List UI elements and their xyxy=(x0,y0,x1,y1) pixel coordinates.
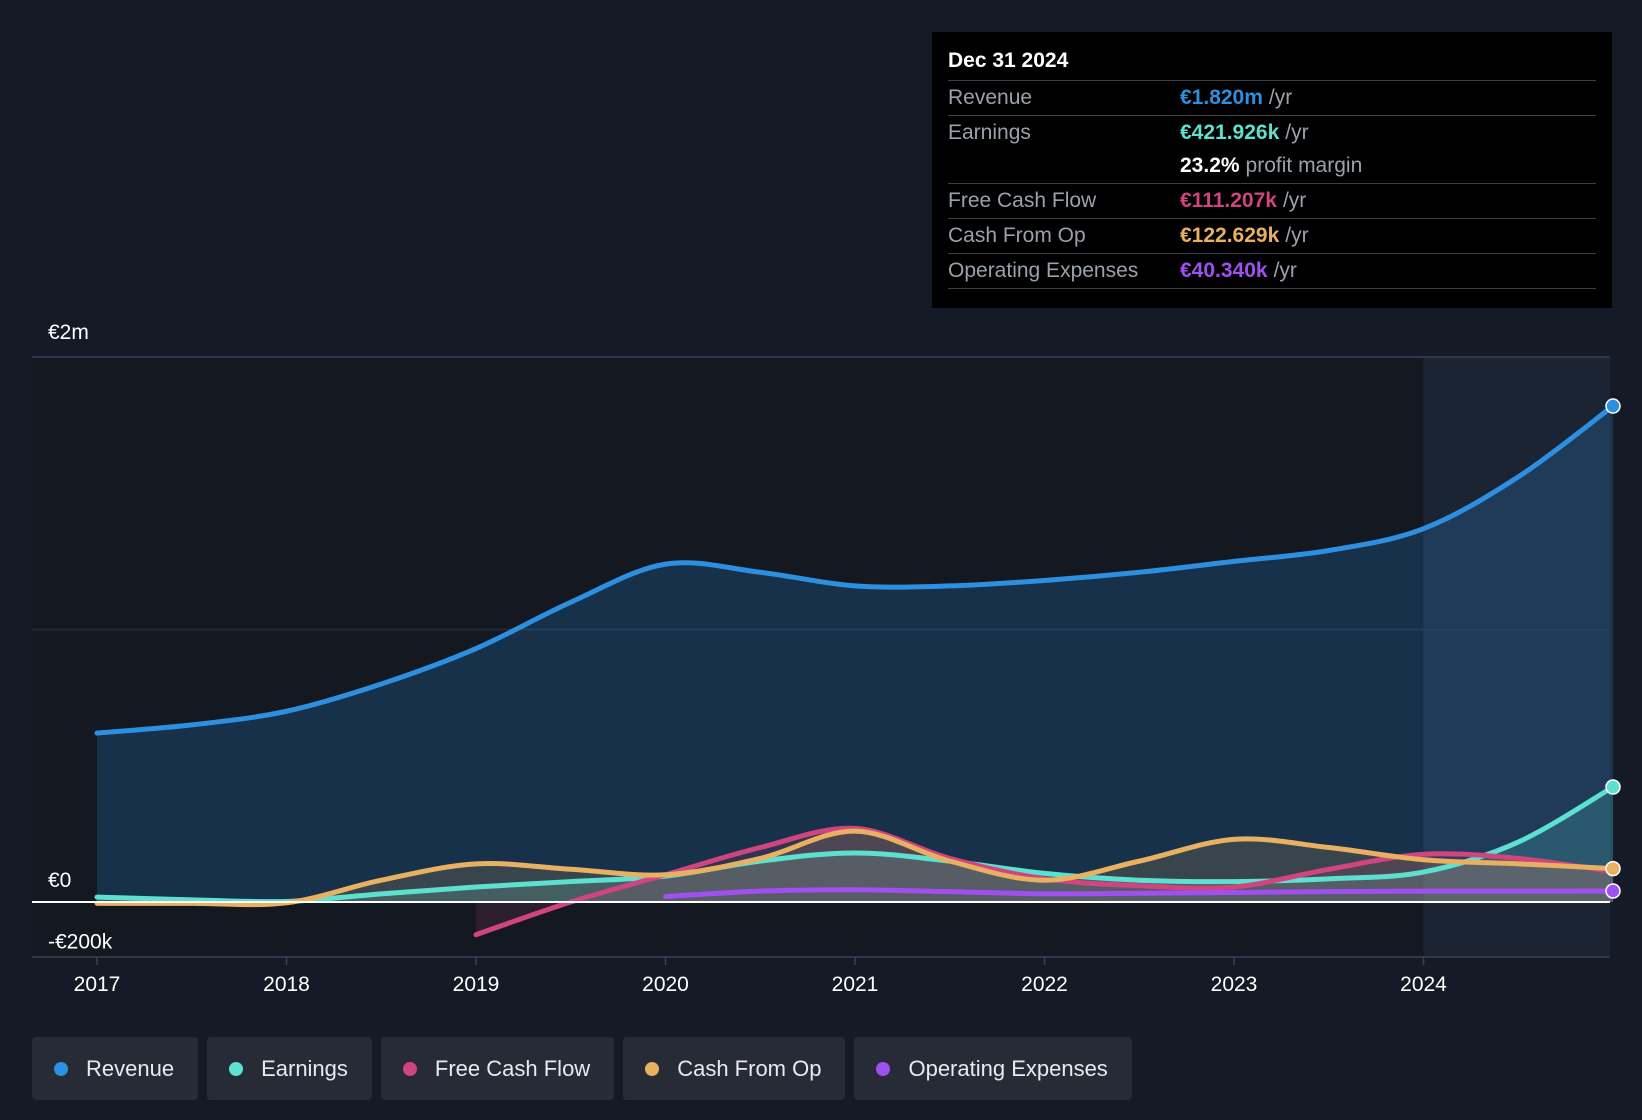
y-tick-label-bottom: -€200k xyxy=(48,931,113,954)
profit-margin-value: 23.2% xyxy=(1180,154,1240,177)
tooltip-row-opex: Operating Expenses €40.340k /yr xyxy=(948,254,1596,289)
y-tick-label-top: €2m xyxy=(48,321,89,344)
x-tick-label: 2020 xyxy=(642,973,689,996)
legend-item-earnings[interactable]: Earnings xyxy=(207,1037,372,1100)
marker-operating-expenses[interactable] xyxy=(1605,883,1621,899)
x-tick-label: 2023 xyxy=(1211,973,1258,996)
tooltip-unit: /yr xyxy=(1268,86,1293,109)
x-tick-label: 2019 xyxy=(453,973,500,996)
line-cash-from-op xyxy=(94,828,1616,908)
line-revenue xyxy=(94,403,1616,736)
tooltip-label: Cash From Op xyxy=(948,224,1086,247)
y-axis-labels: €2m €0 -€200k xyxy=(48,321,113,954)
tooltip-value: €111.207k xyxy=(1180,189,1277,212)
tooltip-label: Free Cash Flow xyxy=(948,189,1097,212)
x-tick-label: 2024 xyxy=(1400,973,1447,996)
line-earnings xyxy=(94,784,1616,905)
legend-item-operating-expenses[interactable]: Operating Expenses xyxy=(854,1037,1132,1100)
legend: Revenue Earnings Free Cash Flow Cash Fro… xyxy=(32,1037,1132,1100)
tooltip-unit: /yr xyxy=(1282,189,1307,212)
legend-label: Operating Expenses xyxy=(908,1055,1108,1081)
legend-label: Earnings xyxy=(261,1055,348,1081)
tooltip-value: €1.820m xyxy=(1180,86,1263,109)
x-axis-labels: 2017 2018 2019 2020 2021 2022 2023 2024 xyxy=(74,957,1447,996)
end-markers xyxy=(32,398,1621,903)
legend-dot-icon xyxy=(229,1061,244,1076)
x-tick-label: 2018 xyxy=(263,973,310,996)
legend-item-revenue[interactable]: Revenue xyxy=(32,1037,199,1100)
tooltip-label-empty xyxy=(948,149,1180,183)
legend-label: Revenue xyxy=(86,1055,175,1081)
tooltip-row-earnings: Earnings €421.926k /yr xyxy=(948,116,1596,149)
tooltip-row-revenue: Revenue €1.820m /yr xyxy=(948,81,1596,116)
x-tick-label: 2022 xyxy=(1021,973,1068,996)
marker-earnings[interactable] xyxy=(1605,779,1621,795)
legend-item-cash-from-op[interactable]: Cash From Op xyxy=(623,1037,846,1100)
x-tick-label: 2021 xyxy=(832,973,879,996)
series-lines xyxy=(94,403,1616,938)
tooltip-panel: Dec 31 2024 Revenue €1.820m /yr Earnings… xyxy=(932,32,1612,308)
legend-dot-icon xyxy=(645,1061,660,1076)
marker-cash-from-op[interactable] xyxy=(1605,860,1621,877)
tooltip-row-margin: 23.2% profit margin xyxy=(948,149,1596,184)
tooltip-row-cfo: Cash From Op €122.629k /yr xyxy=(948,219,1596,254)
line-operating-expenses xyxy=(663,887,1616,900)
legend-dot-icon xyxy=(876,1061,891,1076)
marker-revenue[interactable] xyxy=(1605,398,1621,414)
tooltip-date: Dec 31 2024 xyxy=(948,46,1596,81)
legend-dot-icon xyxy=(402,1061,417,1076)
tooltip-unit: /yr xyxy=(1285,224,1309,247)
grid-lines xyxy=(32,356,1610,958)
tooltip-label: Operating Expenses xyxy=(948,259,1139,282)
area-revenue xyxy=(97,406,1613,902)
legend-item-free-cash-flow[interactable]: Free Cash Flow xyxy=(380,1037,615,1100)
tooltip-value: €421.926k xyxy=(1180,121,1280,144)
legend-label: Cash From Op xyxy=(677,1055,822,1081)
legend-dot-icon xyxy=(54,1061,68,1076)
profit-margin-label: profit margin xyxy=(1245,154,1363,177)
tooltip-value: €122.629k xyxy=(1180,224,1280,247)
tooltip-unit: /yr xyxy=(1273,259,1297,282)
x-tick-label: 2017 xyxy=(74,973,121,996)
tooltip-label: Revenue xyxy=(948,86,1033,109)
tooltip-row-fcf: Free Cash Flow €111.207k /yr xyxy=(948,184,1596,219)
tooltip-label: Earnings xyxy=(948,121,1031,144)
legend-label: Free Cash Flow xyxy=(434,1055,591,1081)
y-tick-label-zero: €0 xyxy=(48,869,71,892)
tooltip-value: €40.340k xyxy=(1180,259,1268,282)
tooltip-unit: /yr xyxy=(1285,121,1309,144)
